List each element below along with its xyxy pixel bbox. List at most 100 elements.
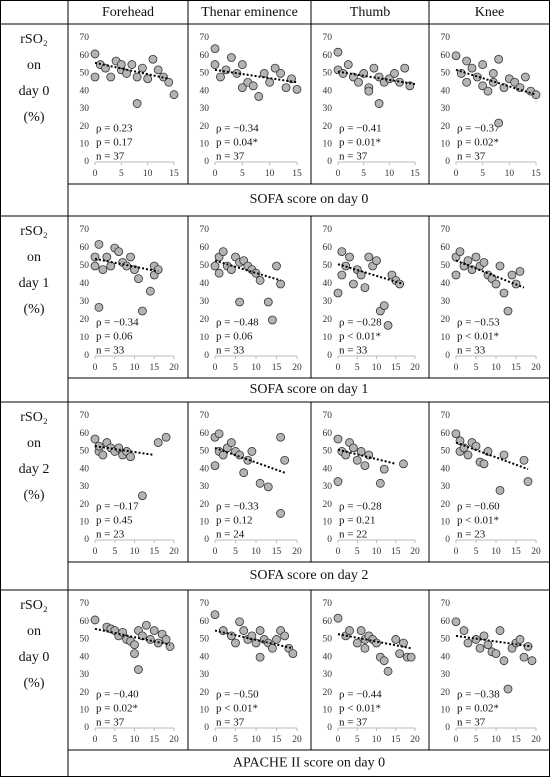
x-tick-label: 15: [150, 735, 160, 745]
x-tick-label: 20: [169, 363, 179, 373]
y-tick-label: 30: [200, 297, 210, 307]
point: [515, 635, 525, 644]
point: [126, 252, 135, 262]
y-tick-label: 10: [80, 333, 90, 343]
point: [276, 279, 286, 289]
point: [345, 626, 354, 635]
point: [165, 642, 175, 651]
x-tick-label: 5: [233, 735, 238, 745]
x-tick-label: 10: [491, 547, 501, 557]
point: [210, 60, 220, 69]
trend-line: [337, 633, 412, 650]
y-tick-label: 10: [441, 139, 451, 149]
point: [276, 509, 286, 518]
point: [218, 247, 228, 257]
point: [479, 459, 489, 469]
annotation: n = 37: [96, 717, 125, 729]
y-tick-label: 20: [323, 122, 333, 132]
point: [369, 63, 379, 73]
x-tick-label: 20: [410, 547, 420, 557]
x-tick-label: 0: [93, 363, 98, 373]
y-tick-label: 70: [80, 33, 90, 43]
point: [276, 69, 286, 78]
y-tick-label: 70: [323, 411, 333, 421]
column-header: Thumb: [350, 5, 390, 20]
point: [106, 261, 116, 271]
y-tick-label: 40: [80, 279, 90, 289]
trend-line: [337, 448, 396, 465]
point: [263, 297, 273, 307]
point: [210, 610, 220, 620]
point: [462, 56, 472, 66]
point: [395, 649, 405, 658]
x-tick-label: 5: [474, 363, 479, 373]
point: [288, 649, 298, 658]
point: [483, 640, 493, 650]
x-tick-label: 5: [355, 735, 360, 745]
y-tick-label: 60: [80, 243, 90, 253]
y-tick-label: 0: [445, 351, 450, 361]
y-tick-label: 0: [327, 157, 332, 167]
x-tick-label: 20: [292, 547, 302, 557]
point: [399, 459, 408, 469]
annotation: p = 0.02*: [457, 137, 499, 149]
point: [94, 239, 104, 249]
y-tick-label: 60: [323, 243, 333, 253]
point: [255, 626, 265, 635]
x-tick-label: 10: [130, 547, 140, 557]
y-tick-label: 30: [80, 104, 90, 114]
point: [451, 51, 461, 61]
annotation: ρ = −0.34: [216, 123, 259, 135]
y-tick-label: 10: [200, 517, 210, 527]
annotation: n = 37: [457, 717, 486, 729]
point: [499, 656, 509, 666]
y-tick-label: 0: [445, 723, 450, 733]
x-tick-label: 15: [511, 363, 521, 373]
row-label: rSO₂: [20, 410, 48, 425]
x-tick-label: 15: [410, 169, 420, 179]
x-tick-label: 15: [391, 363, 401, 373]
point: [292, 84, 302, 94]
point: [527, 656, 537, 666]
point: [400, 63, 410, 73]
point: [359, 69, 369, 78]
point: [495, 626, 505, 635]
point: [391, 635, 401, 644]
point: [232, 69, 242, 78]
y-tick-label: 50: [441, 261, 451, 271]
x-tick-label: 10: [143, 169, 153, 179]
point: [405, 81, 415, 91]
annotation: p < 0.01*: [457, 331, 499, 343]
y-tick-label: 10: [323, 705, 333, 715]
annotation: n = 37: [96, 151, 125, 163]
point: [132, 99, 142, 108]
point: [248, 81, 258, 91]
x-tick-label: 5: [112, 363, 117, 373]
y-tick-label: 40: [80, 652, 90, 662]
y-tick-label: 50: [80, 447, 90, 457]
point: [90, 252, 100, 262]
point: [218, 450, 228, 460]
point: [364, 252, 374, 262]
annotation: n = 37: [339, 151, 368, 163]
y-tick-label: 10: [80, 517, 90, 527]
point: [90, 49, 100, 59]
point: [137, 491, 147, 501]
y-tick-label: 30: [200, 482, 210, 492]
x-tick-label: 10: [251, 363, 261, 373]
annotation: p = 0.12: [216, 515, 252, 527]
point: [390, 69, 399, 78]
point: [132, 72, 142, 82]
x-tick-label: 0: [336, 363, 341, 373]
point: [364, 86, 374, 96]
annotation: p = 0.02*: [96, 703, 138, 715]
y-tick-label: 10: [200, 139, 210, 149]
y-tick-label: 30: [441, 297, 451, 307]
point: [106, 72, 116, 82]
y-tick-label: 0: [204, 157, 209, 167]
point: [210, 461, 220, 471]
point: [116, 60, 126, 69]
y-tick-label: 20: [200, 315, 210, 325]
point: [145, 286, 155, 296]
